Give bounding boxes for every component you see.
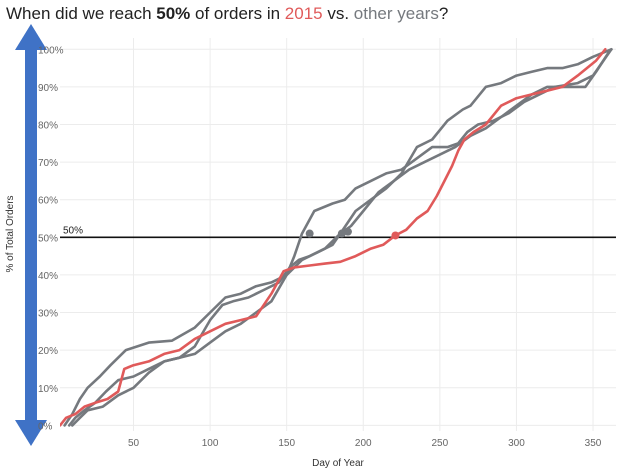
x-axis-title: Day of Year [312, 458, 364, 469]
series-line-2015 [60, 47, 607, 427]
title-part3: vs. [322, 4, 354, 23]
y-tick-label: 60% [38, 196, 58, 207]
grid [60, 38, 616, 431]
y-tick-label: 90% [38, 83, 58, 94]
title-highlight: 2015 [284, 4, 323, 23]
y-tick-label: 20% [38, 346, 58, 357]
series-group [60, 47, 613, 427]
arrow-shaft [25, 48, 37, 426]
y-tick-label: 50% [38, 233, 58, 244]
vertical-arrow [15, 24, 47, 446]
y-tick-label: 70% [38, 158, 58, 169]
series-line-other-year [71, 47, 613, 427]
markers-group [305, 227, 400, 240]
arrow-top-head [15, 24, 47, 50]
x-axis-ticks: 50 100 150 200 250 300 350 [128, 438, 602, 449]
y-tick-label: 30% [38, 309, 58, 320]
y-axis-ticks: 0% 10% 20% 30% 40% 50% 60% 70% 80% 90% 100% [38, 45, 64, 432]
title-part1: When did we reach [6, 4, 157, 23]
title-bold: 50% [156, 4, 191, 23]
title-part2: of orders in [190, 4, 285, 23]
marker-50pct-other-year [343, 227, 352, 236]
y-tick-label: 80% [38, 120, 58, 131]
marker-50pct-2015 [391, 231, 400, 240]
x-tick-label: 350 [585, 438, 602, 449]
y-tick-label: 100% [38, 45, 64, 56]
x-tick-label: 150 [278, 438, 295, 449]
title-other: other years [353, 4, 439, 23]
chart-title: When did we reach 50% of orders in 2015 … [6, 4, 448, 24]
y-tick-label: 40% [38, 271, 58, 282]
x-tick-label: 200 [355, 438, 372, 449]
title-part4: ? [438, 4, 449, 23]
x-tick-label: 300 [508, 438, 525, 449]
marker-50pct-other-year [305, 229, 314, 238]
x-tick-label: 250 [432, 438, 449, 449]
series-line-other-year [67, 51, 610, 427]
arrow-bottom-head [15, 420, 47, 446]
y-tick-label: 10% [38, 384, 58, 395]
reference-line-label: 50% [63, 225, 83, 236]
marker-50pct-other-year [337, 229, 346, 238]
y-axis-title: % of Total Orders [5, 195, 16, 272]
x-tick-label: 100 [202, 438, 219, 449]
x-tick-label: 50 [128, 438, 140, 449]
y-tick-label: 0% [38, 421, 53, 432]
